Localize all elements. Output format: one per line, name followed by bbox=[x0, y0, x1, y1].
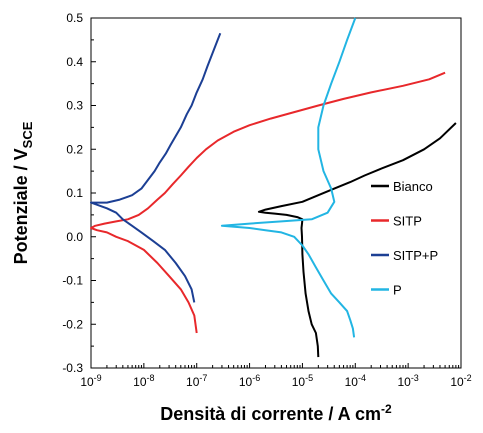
x-axis-title: Densità di corrente / A cm-2 bbox=[160, 402, 392, 424]
y-tick-label: -0.1 bbox=[62, 274, 83, 288]
y-tick-label: 0.2 bbox=[66, 142, 83, 156]
series-line-p bbox=[220, 17, 357, 338]
y-tick-label: 0.5 bbox=[66, 11, 83, 25]
x-tick-label: 10-6 bbox=[239, 373, 260, 389]
x-tick-label: 10-4 bbox=[345, 373, 366, 389]
x-tick-label: 10-3 bbox=[397, 373, 418, 389]
legend-label: Bianco bbox=[393, 179, 433, 194]
x-tick-label: 10-5 bbox=[292, 373, 313, 389]
legend-label: SITP bbox=[393, 214, 422, 229]
series-line-sitp-p bbox=[90, 32, 222, 303]
series-line-sitp bbox=[90, 71, 446, 334]
x-tick-label: 10-9 bbox=[80, 373, 101, 389]
y-tick-label: -0.2 bbox=[62, 317, 83, 331]
y-tick-label: 0.4 bbox=[66, 55, 83, 69]
x-tick-label: 10-7 bbox=[186, 373, 207, 389]
y-tick-label: -0.3 bbox=[62, 361, 83, 375]
series-line-bianco bbox=[257, 122, 457, 358]
y-tick-label: 0.3 bbox=[66, 99, 83, 113]
legend: Bianco SITP SITP+P P bbox=[371, 179, 438, 298]
x-tick-label: 10-2 bbox=[450, 373, 471, 389]
series-group bbox=[90, 17, 457, 358]
x-tick-label: 10-8 bbox=[133, 373, 154, 389]
legend-label: P bbox=[393, 283, 402, 298]
axis-ticks: -0.3 -0.2 -0.1 0.0 0.1 0.2 0.3 0.4 0.5 10-9 10-8 10… bbox=[62, 11, 471, 389]
legend-label: SITP+P bbox=[393, 248, 438, 263]
y-tick-label: 0.1 bbox=[66, 186, 83, 200]
y-tick-label: 0.0 bbox=[66, 230, 83, 244]
y-axis-title: Potenziale / VSCE bbox=[11, 121, 35, 264]
